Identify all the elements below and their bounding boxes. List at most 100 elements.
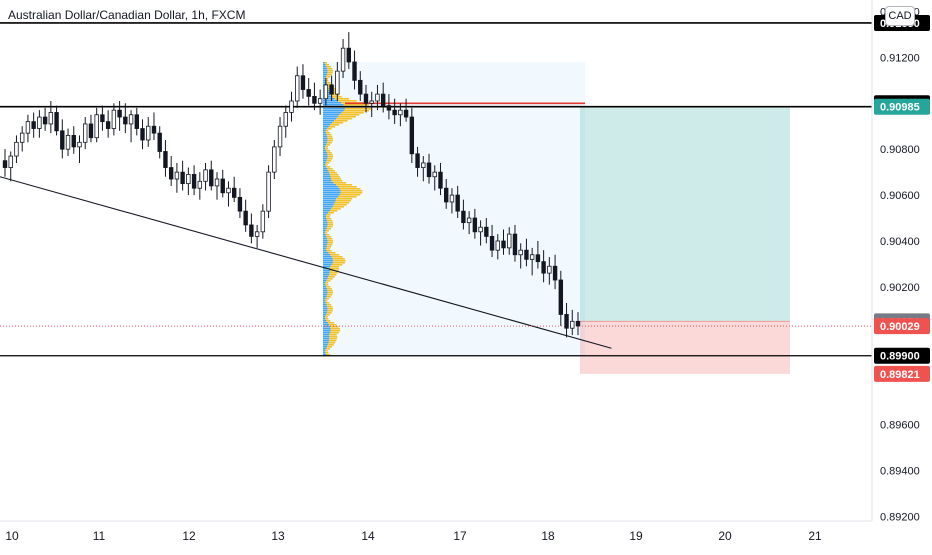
volume-profile-bar-up bbox=[323, 308, 328, 310]
candle-body-down bbox=[329, 84, 334, 95]
volume-profile-bar-up bbox=[323, 132, 327, 134]
volume-profile-bar-up bbox=[323, 82, 327, 84]
candle-body-down bbox=[100, 114, 105, 123]
candle-body-down bbox=[306, 89, 311, 97]
price-axis[interactable]: 0.914000.912000.908000.906000.904000.902… bbox=[871, 0, 932, 550]
candle-body-down bbox=[512, 233, 518, 256]
volume-profile-bar-down bbox=[326, 216, 330, 218]
candle-body-down bbox=[524, 249, 529, 260]
volume-profile-bar-down bbox=[327, 242, 333, 244]
position-target-zone[interactable] bbox=[580, 106, 790, 322]
volume-profile-bar-down bbox=[326, 348, 331, 350]
volume-profile-bar-up bbox=[323, 144, 327, 146]
volume-profile-bar-up bbox=[323, 154, 328, 156]
candle-body-up bbox=[25, 121, 31, 134]
volume-profile-bar-up bbox=[323, 108, 345, 110]
candle-body-up bbox=[83, 123, 88, 143]
candle-body-up bbox=[174, 171, 180, 180]
time-tick-label: 10 bbox=[5, 529, 19, 543]
candle bbox=[8, 151, 13, 182]
volume-profile-bar-down bbox=[326, 320, 331, 322]
volume-profile-bar-down bbox=[331, 178, 342, 180]
volume-profile-bar-down bbox=[327, 68, 333, 70]
candle-body-down bbox=[386, 105, 392, 111]
volume-profile-bar-down bbox=[326, 144, 331, 146]
volume-profile-bar-up bbox=[323, 150, 327, 152]
volume-profile-bar-down bbox=[326, 128, 332, 130]
volume-profile-bar-down bbox=[331, 256, 343, 258]
volume-profile-bar-up bbox=[323, 200, 336, 202]
volume-profile-bar-down bbox=[327, 278, 333, 280]
volume-profile-bar-down bbox=[325, 352, 329, 354]
volume-profile-bar-down bbox=[325, 350, 328, 352]
candle-body-up bbox=[214, 178, 220, 187]
price-label-bg bbox=[874, 98, 930, 115]
volume-profile-bar-down bbox=[331, 180, 343, 182]
volume-profile-bar-down bbox=[326, 76, 331, 78]
time-axis[interactable]: 10 11 12 13 14 17 18 19 20 21 bbox=[0, 520, 872, 543]
price-label: 0.90985 bbox=[880, 102, 920, 114]
candle-body-up bbox=[197, 180, 203, 189]
volume-profile-bar-up bbox=[323, 204, 334, 206]
drawing-lines bbox=[0, 22, 872, 357]
candle-body-down bbox=[134, 114, 139, 129]
candle bbox=[111, 103, 117, 136]
candle bbox=[323, 78, 329, 106]
volume-profile-bar-down bbox=[332, 258, 345, 260]
volume-profile-bar-up bbox=[323, 278, 328, 280]
candle-body-down bbox=[140, 128, 145, 141]
volume-profile-bar-down bbox=[329, 172, 337, 174]
volume-profile-bar-up bbox=[323, 296, 327, 298]
volume-profile-bar-down bbox=[329, 324, 337, 326]
volume-profile-bar-down bbox=[331, 264, 343, 266]
candle bbox=[472, 208, 478, 239]
currency-badge[interactable]: CAD bbox=[885, 6, 915, 26]
trendline[interactable] bbox=[0, 176, 612, 349]
candle bbox=[191, 165, 197, 196]
volume-profile-bar-down bbox=[343, 110, 370, 112]
price-tick-label: 0.91200 bbox=[880, 52, 920, 64]
candle-body-up bbox=[375, 93, 380, 102]
volume-profile-bar-down bbox=[327, 344, 334, 346]
candle-body-down bbox=[558, 279, 564, 315]
candle bbox=[243, 199, 248, 232]
volume-profile-bar-down bbox=[330, 124, 340, 126]
position-stop-zone[interactable] bbox=[580, 321, 790, 374]
candle bbox=[518, 243, 523, 269]
volume-profile-bar-up bbox=[323, 178, 332, 180]
volume-profile-bar-up bbox=[323, 254, 331, 256]
volume-profile-bar-up bbox=[323, 332, 331, 334]
candle bbox=[31, 112, 36, 138]
volume-profile-bar-up bbox=[323, 318, 326, 320]
candle-body-down bbox=[209, 169, 214, 187]
volume-profile-bar-up bbox=[323, 102, 342, 104]
volume-profile-bar-down bbox=[328, 126, 336, 128]
volume-profile-bar-up bbox=[323, 138, 328, 140]
candle-body-down bbox=[180, 171, 185, 185]
candle-body-down bbox=[163, 151, 168, 168]
candle bbox=[329, 75, 334, 101]
candle bbox=[14, 135, 19, 163]
volume-profile-bar-down bbox=[327, 140, 333, 142]
volume-profile-bar-up bbox=[323, 166, 327, 168]
volume-profile-bar-up bbox=[323, 354, 327, 356]
volume-profile-bar-up bbox=[323, 292, 328, 294]
candle bbox=[403, 98, 409, 122]
candle bbox=[512, 224, 518, 262]
candle-body-down bbox=[392, 109, 397, 116]
volume-profile-bar-up bbox=[323, 74, 327, 76]
candle bbox=[37, 110, 42, 138]
volume-profile-bar-down bbox=[327, 288, 332, 290]
volume-profile-bar-down bbox=[327, 292, 333, 294]
candle bbox=[369, 91, 374, 118]
volume-profile-bar-down bbox=[327, 158, 333, 160]
volume-profile-bar-up bbox=[323, 76, 327, 78]
volume-profile-bar-up bbox=[323, 242, 328, 244]
candle bbox=[432, 165, 437, 191]
candle-body-up bbox=[340, 47, 346, 72]
volume-profile-bar-up bbox=[323, 228, 327, 230]
volume-profile-bar-up bbox=[323, 224, 328, 226]
volume-profile-bar-down bbox=[329, 336, 338, 338]
volume-profile-bar-down bbox=[326, 296, 331, 298]
